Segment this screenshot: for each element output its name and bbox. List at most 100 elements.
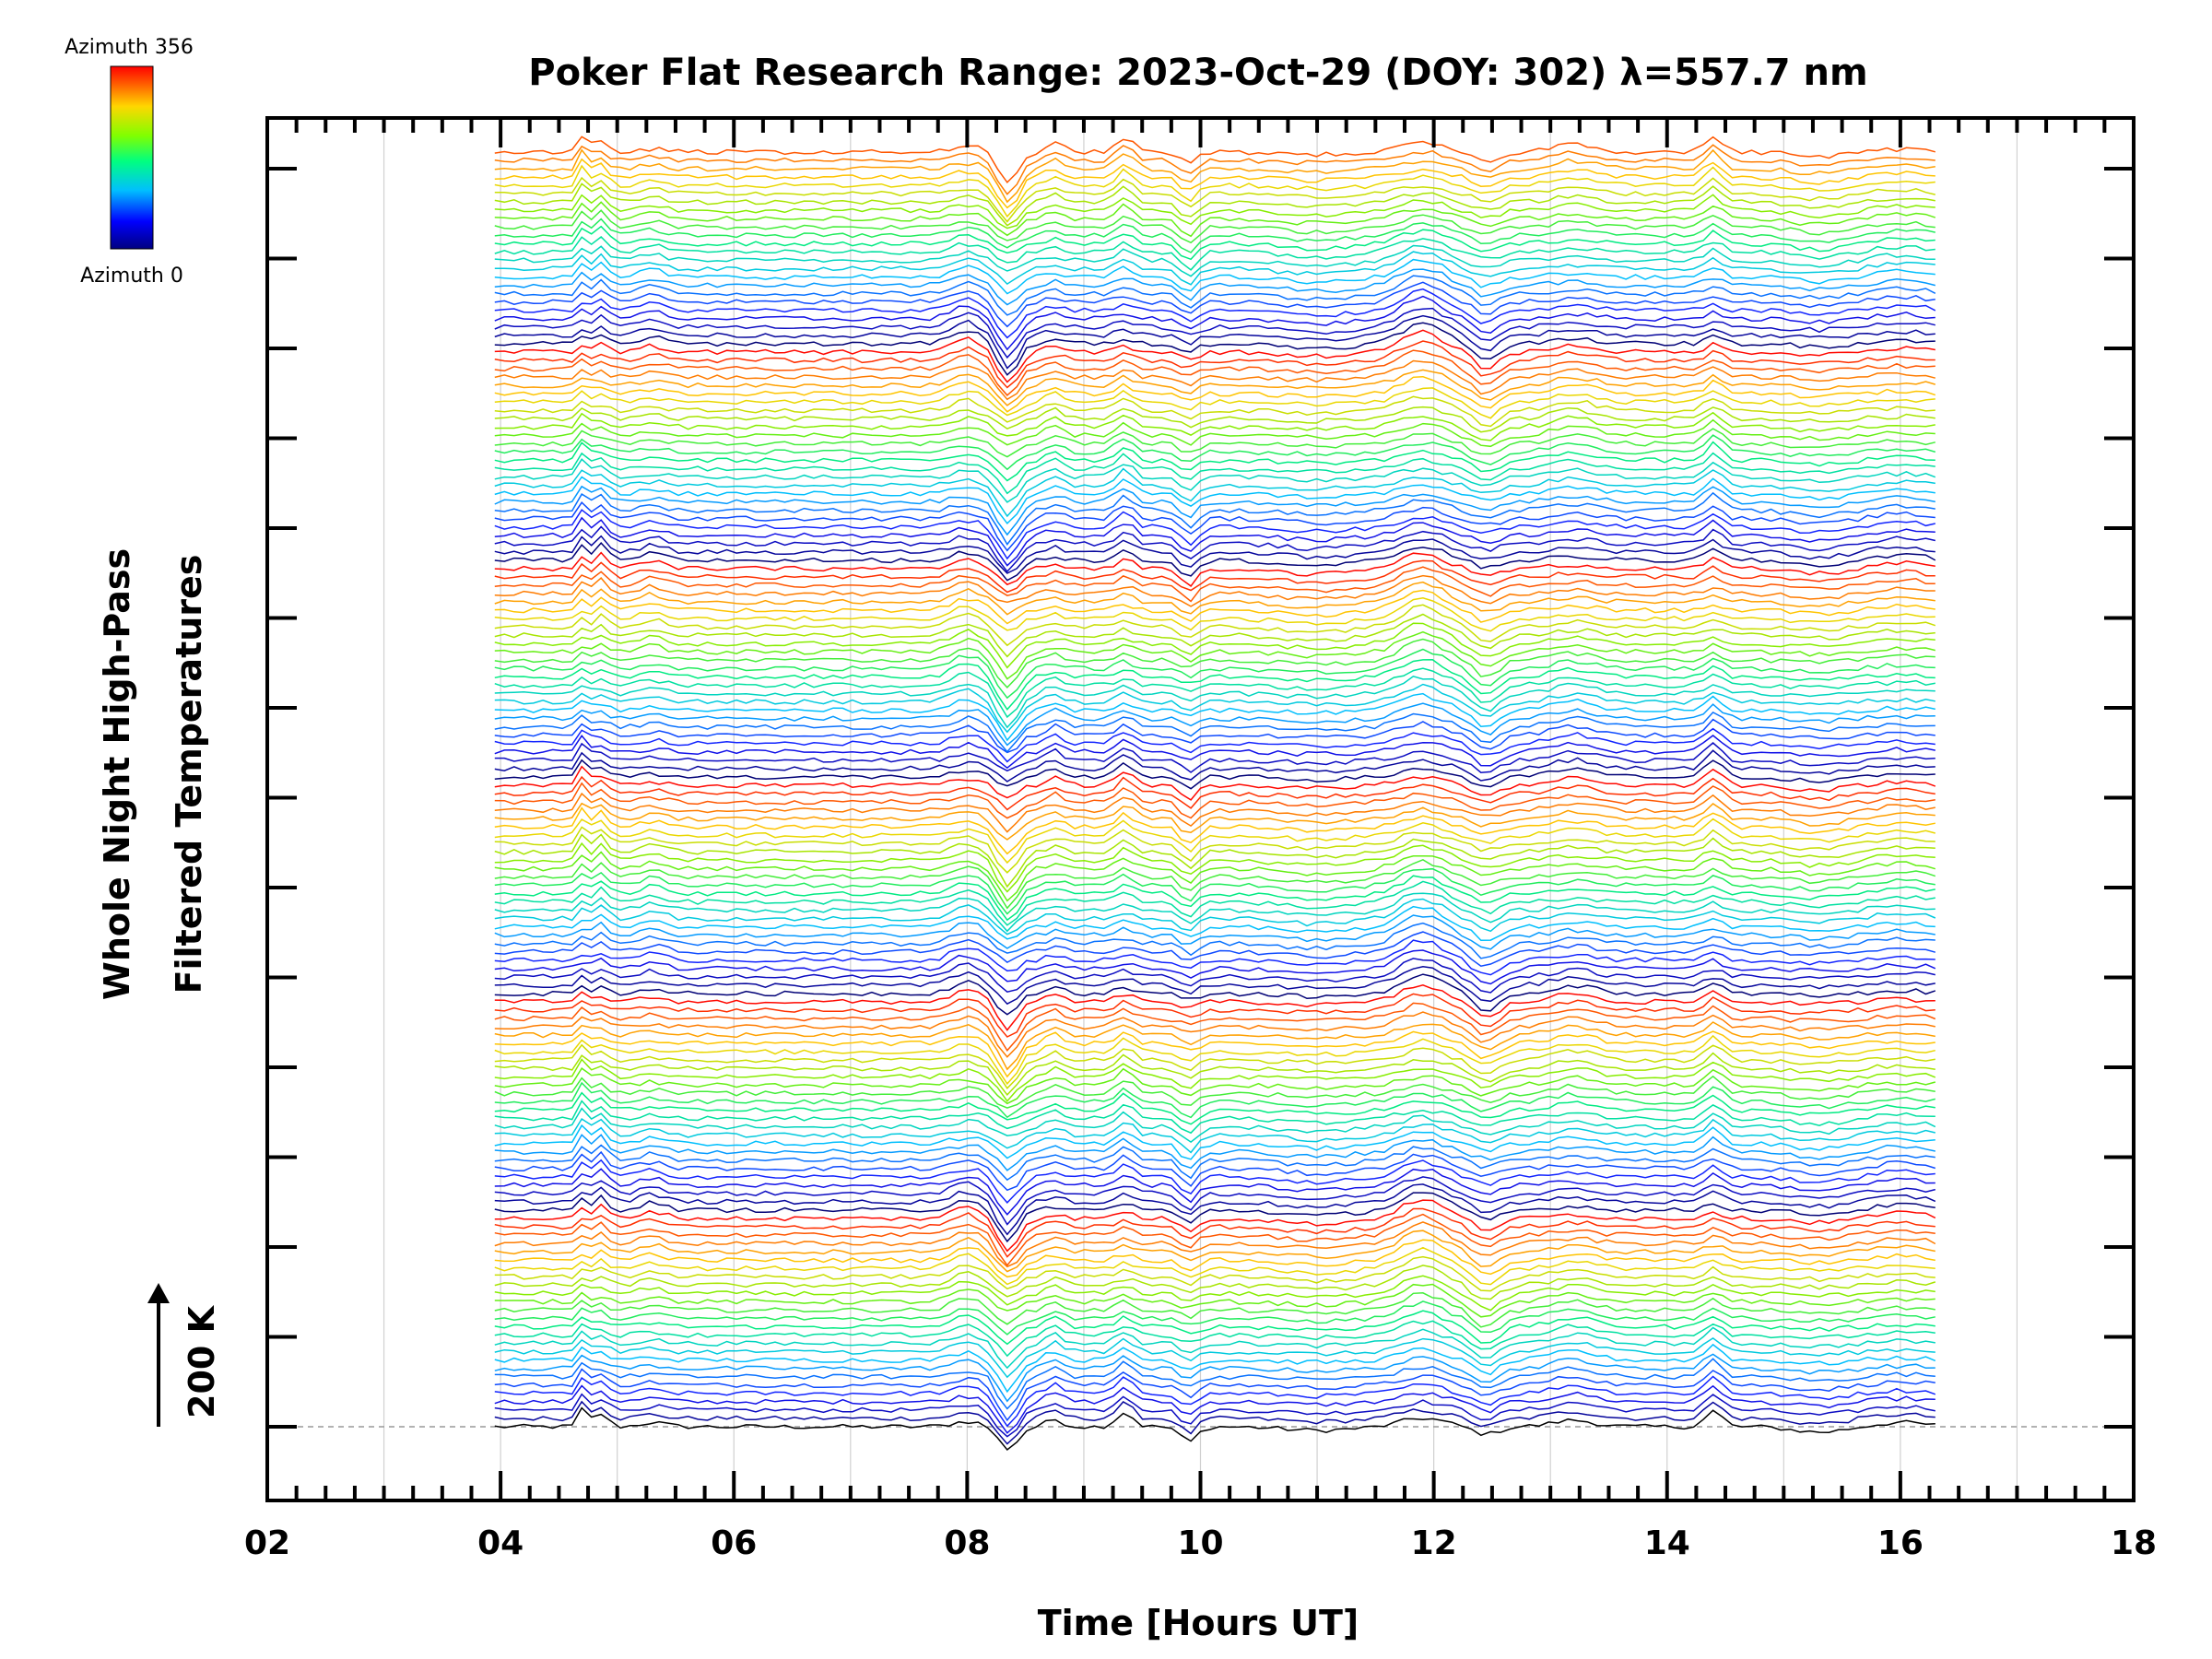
series-line (494, 1150, 1936, 1192)
series-line (494, 340, 1936, 389)
series-line (494, 759, 1936, 790)
series-line (494, 1081, 1936, 1119)
series-line (494, 604, 1936, 647)
series-line (494, 1091, 1936, 1125)
series-line (494, 675, 1936, 729)
series-line (494, 818, 1936, 865)
x-tick-label: 16 (1877, 1524, 1924, 1562)
x-tick-label: 14 (1644, 1524, 1690, 1562)
series-line (494, 949, 1936, 985)
series-line (494, 1030, 1936, 1078)
series-line (494, 692, 1936, 742)
series-line (494, 295, 1936, 351)
series-line (494, 1207, 1936, 1258)
series-line (494, 648, 1936, 700)
series-line (494, 307, 1936, 359)
series-line (494, 566, 1936, 603)
series-line (494, 235, 1936, 271)
series-line (494, 148, 1936, 204)
x-tick-label: 12 (1411, 1524, 1457, 1562)
series-line (494, 1368, 1936, 1422)
series-line (494, 1176, 1936, 1226)
series-line (494, 1343, 1936, 1394)
series-line (494, 1075, 1936, 1109)
colorbar (110, 65, 154, 250)
series-line (494, 194, 1936, 229)
series-line (494, 1310, 1936, 1346)
series-line (494, 1199, 1936, 1253)
y-axis-label-line1: Whole Night High-Pass (97, 548, 137, 1000)
series-line (494, 749, 1936, 782)
series-line (494, 659, 1936, 712)
series-line (494, 922, 1936, 959)
series-line (494, 1067, 1936, 1105)
series-line (494, 1213, 1936, 1267)
series-line (494, 1043, 1936, 1089)
series-line (494, 1358, 1936, 1410)
series-line (494, 711, 1936, 753)
series-line (494, 613, 1936, 658)
series-line (494, 806, 1936, 855)
series-line (494, 833, 1936, 888)
series-line (494, 898, 1936, 935)
series-line (494, 718, 1936, 754)
series-line (494, 667, 1936, 719)
series-line (494, 973, 1936, 1016)
series-line (494, 851, 1936, 902)
series-line (494, 144, 1936, 195)
series-line (494, 1058, 1936, 1102)
series-line (494, 939, 1936, 976)
x-tick-label: 02 (244, 1524, 290, 1562)
series-line (494, 509, 1936, 560)
series-line (494, 1117, 1936, 1154)
series-line (494, 225, 1936, 261)
x-tick-label: 06 (711, 1524, 757, 1562)
series-line (494, 158, 1936, 209)
series-line (494, 1406, 1936, 1452)
chart-title: Poker Flat Research Range: 2023-Oct-29 (… (528, 52, 1867, 94)
series-line (494, 349, 1936, 396)
series-line (494, 428, 1936, 458)
series-line (494, 622, 1936, 669)
series-line (494, 958, 1936, 994)
series-line (494, 1192, 1936, 1243)
series-line (494, 329, 1936, 383)
series-line (494, 452, 1936, 495)
x-tick-label: 10 (1177, 1524, 1223, 1562)
series-line (494, 1353, 1936, 1403)
series-line (494, 782, 1936, 819)
series-line (494, 1275, 1936, 1312)
series-line (494, 1384, 1936, 1434)
scale-arrowhead (147, 1283, 170, 1303)
series-line (494, 369, 1936, 406)
series-line (494, 1159, 1936, 1205)
series-line (494, 1144, 1936, 1182)
series-line (494, 1230, 1936, 1273)
series-line (494, 1100, 1936, 1135)
series-line (494, 905, 1936, 942)
series-line (494, 1300, 1936, 1335)
series-line (494, 1221, 1936, 1268)
series-line (494, 1336, 1936, 1379)
series-line (494, 1265, 1936, 1300)
series-line (494, 966, 1936, 1006)
series-line (494, 467, 1936, 518)
series-line (494, 914, 1936, 950)
series-line (494, 1320, 1936, 1358)
series-line (494, 387, 1936, 419)
series-line (494, 931, 1936, 968)
x-tick-labels: 02 04 06 08 10 12 14 16 18 (244, 1524, 2157, 1562)
series-line (494, 735, 1936, 770)
series-line (494, 589, 1936, 625)
series-line (494, 251, 1936, 286)
series-line (494, 525, 1936, 573)
series-line (494, 892, 1936, 933)
plot-frame (265, 116, 2136, 1502)
series-line (494, 1239, 1936, 1278)
series-line (494, 1393, 1936, 1438)
series-line (494, 268, 1936, 306)
series-line (494, 541, 1936, 582)
series-line (494, 218, 1936, 253)
series-line (494, 880, 1936, 926)
series-line (494, 858, 1936, 910)
